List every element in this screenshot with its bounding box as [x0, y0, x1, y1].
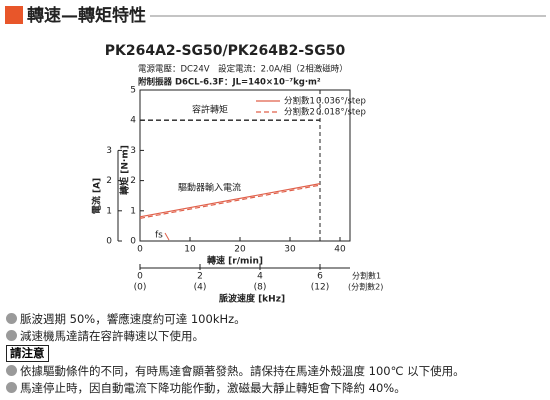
warning-item: 依據驅動條件的不同，有時馬達會顯著發熱。請保持在馬達外殼溫度 100℃ 以下使用…: [6, 363, 465, 379]
y2-axis-label: 電流 [A]: [91, 178, 103, 214]
chart: 轉速—轉矩特性 PK264A2-SG50/PK264B2-SG50 電源電壓：D…: [5, 5, 546, 305]
warning-text: 依據驅動條件的不同，有時馬達會顯著發熱。請保持在馬達外殼溫度 100℃ 以下使用…: [20, 364, 465, 378]
reference-label: 容許轉矩: [192, 104, 228, 116]
annotation: fs: [155, 231, 163, 241]
x2-tick-label: 2: [197, 272, 203, 282]
x2-tick-label: 4: [257, 272, 263, 282]
x3-tick-label: (8): [254, 283, 267, 293]
note: 減速機馬達請在容許轉速以下使用。: [6, 328, 204, 344]
series-line: [139, 183, 321, 218]
y-tick-label: 3: [130, 146, 136, 156]
warning-item: 馬達停止時，因自動電流下降功能作動，激磁最大靜止轉矩會下降約 40%。: [6, 380, 406, 396]
plot-frame: [139, 89, 351, 242]
legend-step: 0.018°/step: [316, 108, 366, 118]
x3-tick-label: (0): [134, 283, 147, 293]
x-tick-label: 0: [137, 245, 143, 255]
y2-tick-label: 1: [106, 206, 112, 216]
legend-step: 0.036°/step: [316, 97, 366, 107]
legend-label: 分割數2: [284, 107, 315, 118]
chart-title: PK264A2-SG50/PK264B2-SG50: [105, 43, 346, 59]
y-tick-label: 5: [130, 86, 136, 96]
warning-title: 請注意: [6, 345, 49, 362]
x3-tick-label: (4): [194, 283, 207, 293]
x2-axis-label: 脈波速度 [kHz]: [219, 293, 285, 305]
series-line: [139, 184, 321, 219]
x2-name: 分割數1: [352, 271, 381, 281]
x3-tick-label: (12): [311, 283, 329, 293]
x3-name: (分割數2): [348, 282, 383, 292]
y2-tick-label: 3: [106, 146, 112, 156]
x-tick-label: 30: [284, 245, 296, 255]
x2-tick-label: 0: [137, 272, 143, 282]
y-tick-label: 2: [130, 176, 136, 186]
warning-text: 馬達停止時，因自動電流下降功能作動，激磁最大靜止轉矩會下降約 40%。: [20, 381, 406, 395]
note-text: 減速機馬達請在容許轉速以下使用。: [20, 329, 204, 343]
y-tick-label: 4: [130, 116, 136, 126]
x-axis-label: 轉速 [r/min]: [207, 255, 263, 267]
fs-mark: [164, 232, 170, 241]
note-text: 脈波週期 50%，響應速度約可達 100kHz。: [20, 312, 246, 326]
y-tick-label: 0: [130, 237, 136, 247]
x-tick-label: 20: [234, 245, 246, 255]
y-axis-label: 轉矩 [N·m]: [119, 145, 131, 195]
note: 脈波週期 50%，響應速度約可達 100kHz。: [6, 311, 246, 327]
header-title: 轉速—轉矩特性: [27, 5, 146, 26]
header-icon: [5, 6, 23, 24]
chart-subtitle: 附制振器 D6CL-6.3F：JL=140×10⁻⁷kg·m²: [138, 77, 321, 88]
annotation: 驅動器輸入電流: [178, 182, 241, 194]
x-tick-label: 10: [184, 245, 196, 255]
x2-tick-label: 6: [317, 272, 323, 282]
x-tick-label: 40: [334, 245, 346, 255]
chart-subtitle: 電源電壓：DC24V 設定電流：2.0A/相（2相激磁時）: [138, 64, 348, 75]
y-tick-label: 1: [130, 206, 136, 216]
y2-tick-label: 0: [106, 237, 112, 247]
y2-tick-label: 2: [106, 176, 112, 186]
legend-label: 分割數1: [284, 96, 315, 107]
